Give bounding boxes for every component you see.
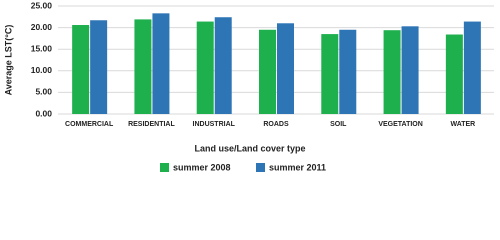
bar: [196, 21, 214, 114]
bar: [277, 23, 294, 115]
x-tick-label: SOIL: [330, 121, 347, 128]
legend-label: summer 2011: [269, 162, 326, 172]
x-tick-label: ROADS: [263, 121, 289, 128]
y-tick-label: 25.00: [31, 0, 53, 10]
bar: [259, 29, 276, 114]
bar: [463, 21, 481, 114]
chart: Land use/Land cover type Average LST(°C)…: [3, 0, 494, 172]
bar: [214, 17, 232, 114]
bar: [401, 26, 419, 114]
y-tick-label: 10.00: [31, 65, 53, 75]
x-tick-label: INDUSTRIAL: [193, 121, 236, 128]
y-tick-label: 20.00: [31, 22, 53, 32]
legend-swatch: [256, 163, 265, 172]
legend-swatch: [160, 163, 169, 172]
bar: [90, 20, 108, 115]
bar: [321, 34, 339, 114]
bar: [72, 25, 90, 115]
x-tick-label: RESIDENTIAL: [128, 121, 175, 128]
x-axis-title: Land use/Land cover type: [194, 143, 305, 153]
bar: [134, 19, 152, 115]
bar: [383, 30, 401, 114]
x-tick-label: VEGETATION: [378, 121, 422, 128]
bar: [339, 29, 357, 114]
x-tick-label: WATER: [450, 121, 475, 128]
y-tick-label: 0.00: [35, 108, 52, 118]
y-tick-label: 5.00: [35, 87, 52, 97]
bar: [445, 34, 463, 114]
y-tick-label: 15.00: [31, 43, 53, 53]
legend-label: summer 2008: [173, 162, 231, 172]
y-axis-title: Average LST(°C): [3, 25, 13, 96]
bar: [152, 13, 170, 114]
x-tick-label: COMMERCIAL: [65, 121, 114, 128]
